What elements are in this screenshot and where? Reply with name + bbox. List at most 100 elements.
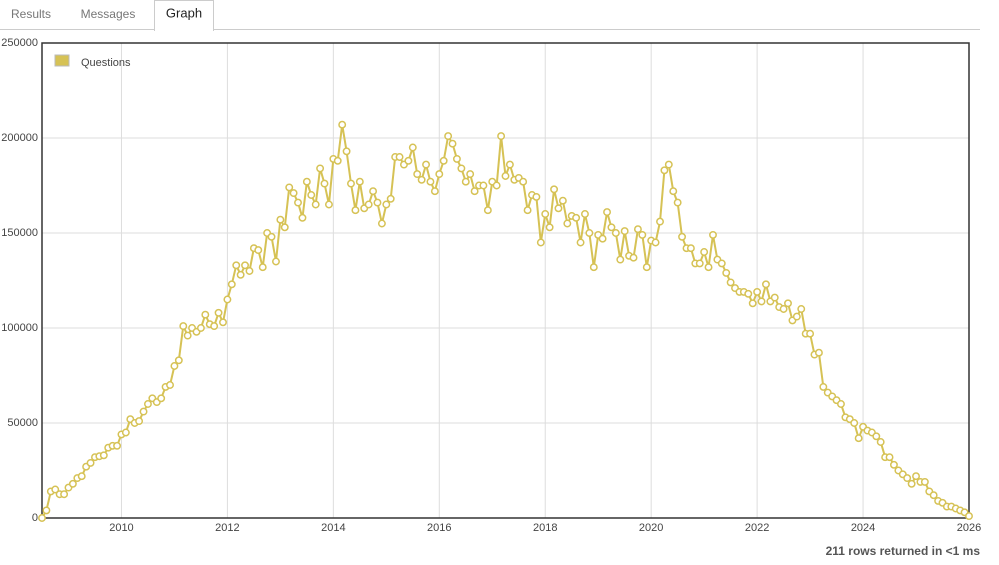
point	[183, 331, 192, 340]
point	[201, 310, 210, 319]
point	[113, 441, 122, 450]
point	[541, 210, 550, 218]
point	[461, 177, 470, 186]
point	[369, 187, 378, 196]
point	[196, 324, 205, 332]
point	[784, 299, 792, 308]
point	[77, 472, 86, 481]
point	[545, 223, 554, 232]
point	[267, 232, 276, 241]
point	[430, 187, 439, 196]
point	[572, 213, 581, 222]
point	[717, 259, 726, 268]
point	[51, 485, 60, 494]
point	[656, 217, 664, 226]
point	[444, 132, 453, 141]
point	[347, 179, 355, 188]
point	[532, 192, 541, 201]
x-tick-label: 2026	[957, 522, 981, 534]
point	[298, 213, 307, 222]
point	[501, 172, 510, 180]
point	[404, 156, 413, 165]
point	[254, 246, 263, 255]
point	[157, 394, 166, 403]
tab-active[interactable]: Graph	[166, 5, 202, 20]
point	[219, 318, 227, 327]
point	[704, 263, 713, 272]
point	[576, 238, 585, 247]
point	[837, 400, 845, 408]
x-tick-label: 2016	[427, 522, 451, 534]
point	[258, 263, 267, 272]
point	[280, 223, 289, 232]
point	[709, 230, 717, 239]
point	[806, 329, 815, 338]
point	[492, 181, 501, 190]
point	[68, 479, 77, 488]
point	[695, 259, 704, 268]
point	[762, 280, 770, 289]
point	[285, 183, 294, 192]
point	[479, 181, 488, 190]
point	[245, 267, 254, 275]
point	[651, 238, 660, 247]
point	[338, 120, 347, 129]
point	[563, 219, 572, 228]
point	[377, 219, 386, 228]
point	[227, 280, 236, 289]
point	[333, 156, 342, 165]
point	[342, 147, 351, 156]
point	[448, 139, 457, 148]
point	[850, 419, 859, 427]
point	[179, 322, 188, 331]
point	[616, 255, 625, 264]
point	[642, 263, 651, 272]
point	[686, 244, 695, 253]
point	[744, 289, 753, 298]
point	[413, 170, 422, 179]
point	[589, 263, 598, 272]
point	[307, 191, 316, 199]
point	[121, 428, 130, 437]
point	[876, 438, 885, 446]
point	[872, 432, 881, 441]
point	[797, 305, 806, 313]
point	[386, 194, 395, 203]
point	[779, 305, 788, 313]
x-tick-label: 2010	[109, 522, 133, 534]
y-tick-label: 50000	[7, 417, 38, 429]
point	[302, 177, 311, 186]
point	[42, 506, 51, 515]
point	[408, 143, 417, 152]
point	[726, 278, 735, 287]
plot-frame	[41, 42, 970, 519]
point	[505, 160, 514, 169]
point	[700, 248, 709, 256]
x-tick-label: 2014	[321, 522, 345, 534]
x-tick-label: 2024	[851, 522, 875, 534]
point	[903, 474, 912, 483]
y-tick-label: 100000	[1, 322, 38, 334]
point	[241, 261, 249, 270]
point	[550, 185, 559, 194]
point	[620, 227, 629, 236]
point	[581, 210, 589, 218]
point	[629, 253, 638, 262]
point	[294, 198, 302, 207]
tab[interactable]: Results	[11, 7, 51, 21]
point	[223, 295, 232, 304]
point	[426, 177, 435, 186]
point	[289, 189, 298, 198]
point	[965, 512, 973, 521]
point	[214, 308, 223, 317]
tab[interactable]: Messages	[81, 7, 136, 21]
point	[889, 460, 898, 469]
point	[611, 229, 620, 237]
point	[664, 160, 673, 169]
point	[633, 225, 642, 234]
point	[497, 132, 506, 141]
point	[558, 196, 567, 205]
point	[673, 198, 682, 207]
